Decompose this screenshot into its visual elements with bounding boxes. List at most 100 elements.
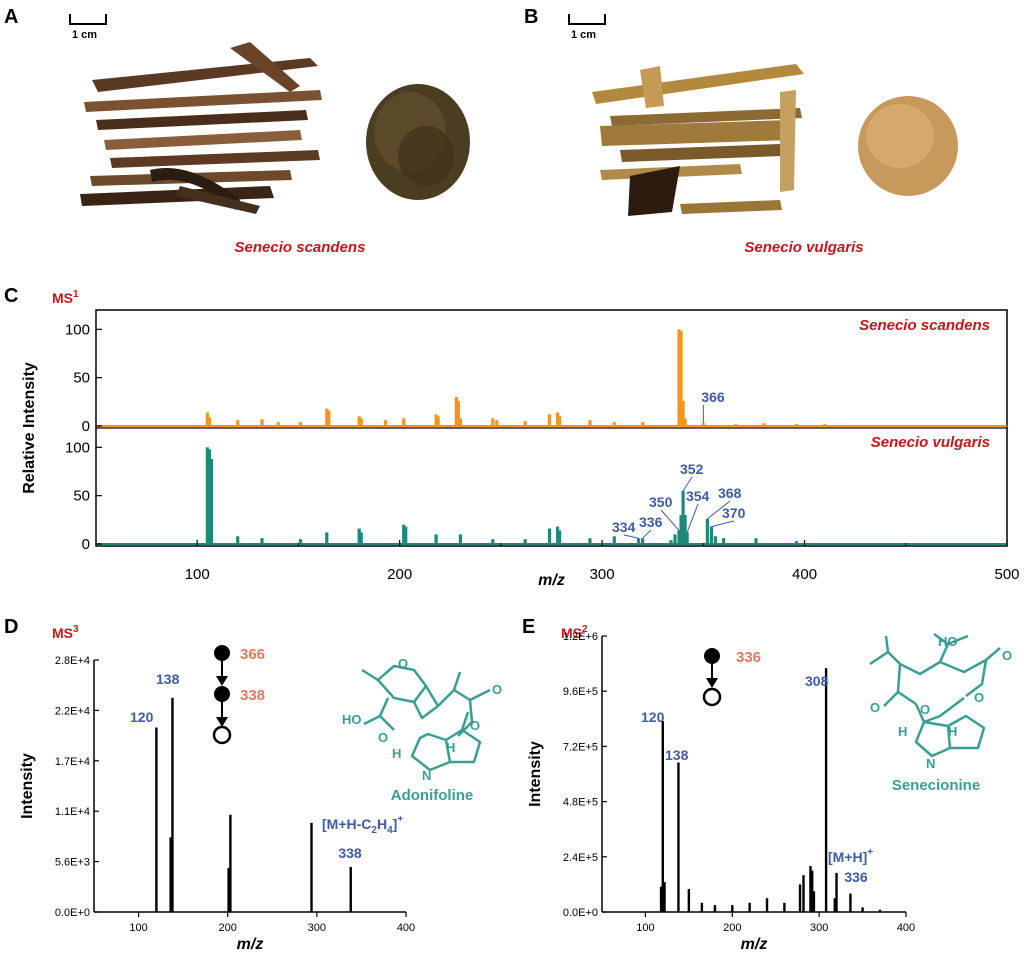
peak-annotation: 352 — [680, 461, 704, 477]
svg-text:O: O — [492, 682, 502, 697]
peak-bar-scandens — [236, 420, 240, 426]
peak-bar-vulgaris — [458, 534, 462, 544]
panel-letter-b: B — [524, 6, 538, 28]
photo-senecio-vulgaris-stems — [592, 64, 804, 216]
peak-bar-vulgaris — [325, 532, 329, 544]
peak-bar-scandens — [436, 416, 440, 426]
spectrum-peak — [661, 721, 664, 912]
svg-text:O: O — [470, 718, 480, 733]
peak-bar-scandens — [762, 423, 766, 426]
spectrum-peak — [861, 907, 864, 912]
peak-bar-scandens — [454, 397, 458, 426]
y-tick-label: 0.0E+0 — [55, 907, 90, 919]
precursor-d-1: 366 — [240, 646, 265, 663]
svg-text:[M+H-C2H4]+: [M+H-C2H4]+ — [322, 814, 403, 836]
spectrum-peak — [169, 837, 172, 912]
peak-bar-vulgaris — [713, 536, 718, 544]
peak-bar-vulgaris — [260, 538, 264, 544]
peak-bar-scandens — [523, 421, 527, 426]
spectrum-peak — [677, 762, 680, 912]
panel-letter-c: C — [4, 285, 18, 307]
peak-bar-scandens — [205, 412, 209, 426]
panel-letter-d: D — [4, 616, 18, 638]
spectrum-peak — [310, 822, 313, 912]
x-axis-label: m/z — [538, 572, 565, 589]
structure-adonifoline-atoms: O O O HO O N H H Adonifoline — [342, 656, 502, 804]
fragmentation-path-e: 336 — [702, 648, 761, 707]
x-axis-label: m/z — [237, 936, 264, 953]
peak-bar-scandens — [701, 423, 705, 426]
annotation-leader — [660, 509, 680, 531]
scale-bar-a: 1 cm — [69, 14, 107, 41]
spectrum-peak — [227, 867, 230, 912]
peak-bar-vulgaris — [673, 534, 677, 544]
peak-bar-scandens — [383, 420, 388, 426]
peak-bar-scandens — [679, 331, 683, 426]
peak-bar-scandens — [434, 414, 438, 426]
structure-adonifoline — [361, 664, 491, 772]
species-label-b: Senecio vulgaris — [744, 239, 863, 256]
svg-text:O: O — [1002, 648, 1012, 663]
spectrum-peak — [812, 891, 816, 912]
species-label-a: Senecio scandens — [235, 239, 366, 256]
peak-bar-scandens — [298, 422, 303, 426]
photo-senecio-vulgaris-powder — [858, 96, 958, 196]
peak-annotation: 138 — [665, 747, 689, 763]
annotation-leader — [707, 500, 731, 520]
svg-text:HO: HO — [342, 712, 362, 727]
fragmentation-path-d: 366 338 — [212, 645, 265, 745]
spectrum-peak — [824, 668, 828, 912]
svg-text:H: H — [446, 740, 455, 755]
peak-bar-vulgaris — [523, 539, 527, 544]
peak-bar-vulgaris — [754, 538, 758, 544]
peak-bar-scandens — [557, 416, 562, 426]
compound-name-e: Senecionine — [892, 777, 980, 794]
peak-bar-vulgaris — [298, 539, 303, 544]
x-tick-label: 200 — [219, 922, 237, 934]
peak-bar-vulgaris — [588, 538, 592, 544]
peak-annotation: 368 — [718, 485, 742, 501]
peak-bar-vulgaris — [705, 518, 709, 544]
peak-bar-vulgaris — [683, 515, 687, 544]
peak-annotation: 334 — [612, 519, 636, 535]
peak-bar-vulgaris — [681, 490, 685, 544]
annotation-leader — [686, 503, 699, 533]
y-axis-label: Intensity — [19, 753, 36, 819]
spectrum-peak — [171, 697, 174, 912]
panel-letter-e: E — [522, 616, 535, 638]
peak-bar-scandens — [456, 400, 460, 426]
peak-bar-vulgaris — [402, 524, 406, 544]
scale-label-a: 1 cm — [72, 29, 97, 41]
series-label-scandens: Senecio scandens — [859, 317, 990, 334]
peak-bar-vulgaris — [209, 458, 213, 544]
peak-annotation: 336 — [639, 514, 663, 530]
spectrum-peak — [748, 902, 751, 912]
svg-text:HO: HO — [938, 634, 958, 649]
peak-bar-vulgaris — [721, 538, 726, 544]
peak-bar-scandens — [260, 419, 264, 426]
peak-bar-scandens — [588, 420, 592, 426]
x-tick-label: 200 — [723, 922, 741, 934]
y-tick-label: 4.8E+5 — [563, 797, 598, 809]
peak-bar-scandens — [641, 422, 645, 426]
svg-text:O: O — [398, 656, 408, 671]
peak-bar-scandens — [677, 329, 681, 426]
peak-bar-scandens — [458, 418, 462, 426]
peak-bar-scandens — [276, 422, 280, 426]
x-axis-label: m/z — [741, 936, 768, 953]
ion-label-e: [M+H]+ 336 — [828, 847, 873, 885]
spectrum-peak — [833, 898, 836, 912]
spectrum-peak — [663, 882, 666, 912]
x-tick-label: 300 — [308, 922, 326, 934]
peak-bar-scandens — [325, 408, 329, 426]
peak-bar-vulgaris — [641, 538, 645, 544]
x-tick-label: 300 — [590, 566, 615, 583]
peak-bar-vulgaris — [491, 539, 495, 544]
svg-text:[M+H]+: [M+H]+ — [828, 847, 873, 865]
peak-bar-vulgaris — [236, 536, 240, 544]
x-tick-label: 300 — [810, 922, 828, 934]
y-tick-label-bottom: 50 — [73, 488, 90, 505]
spectrum-peak — [849, 893, 852, 912]
y-tick-label: 1.1E+4 — [55, 806, 90, 818]
